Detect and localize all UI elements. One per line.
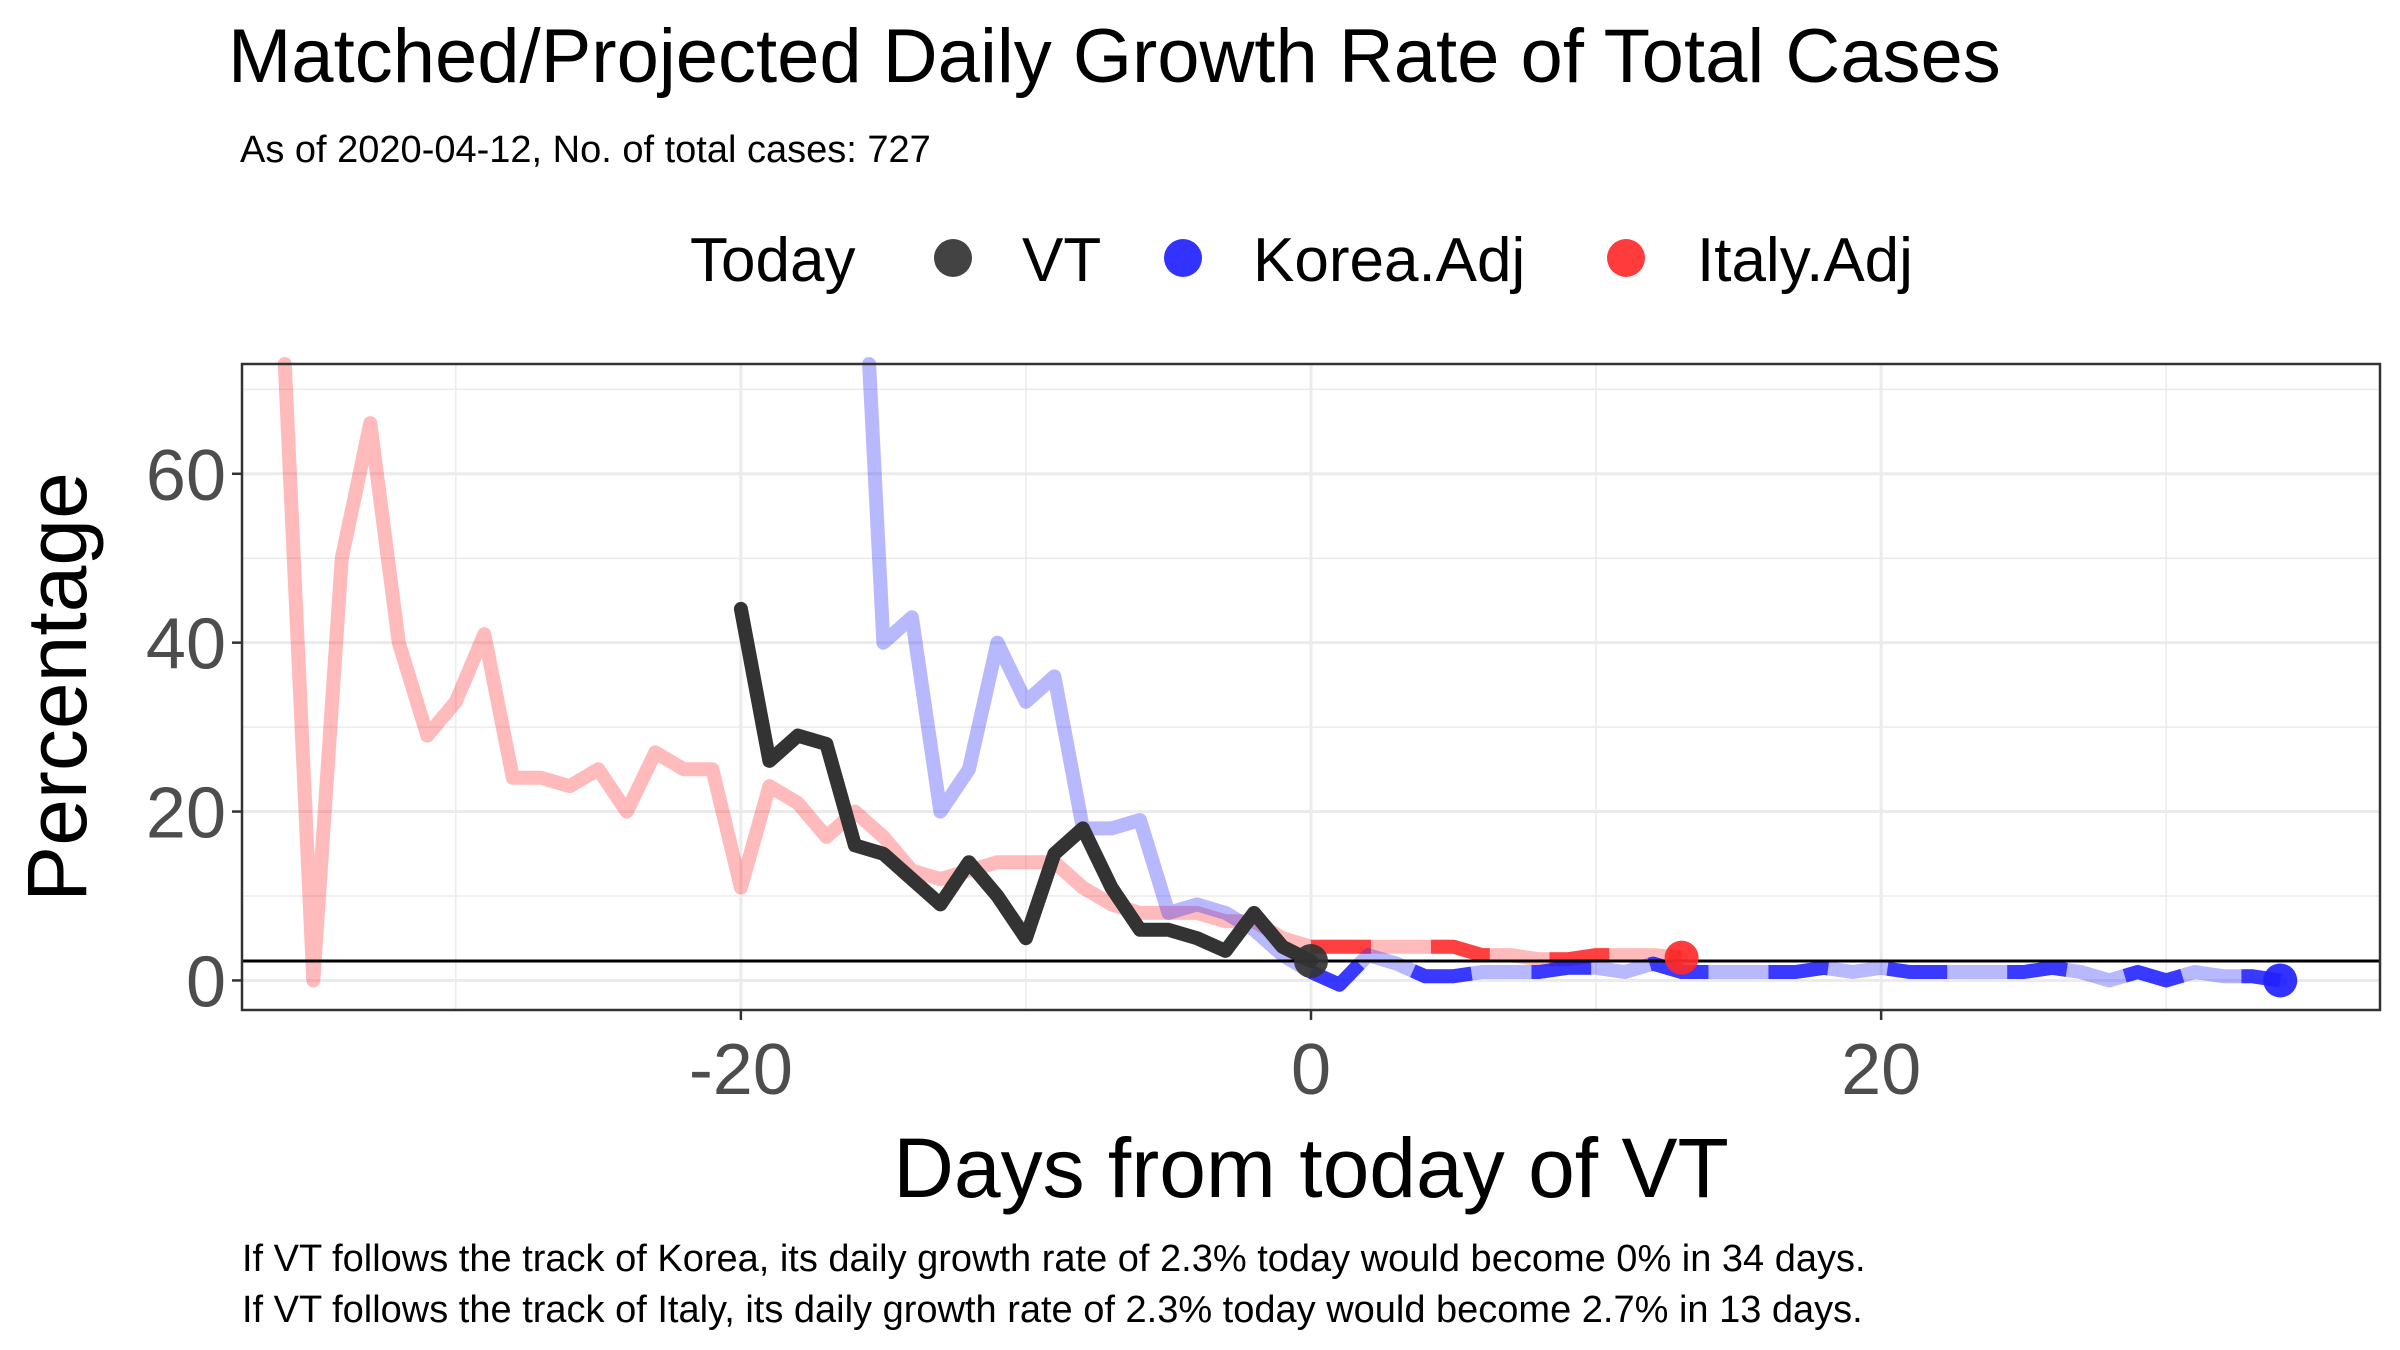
y-tick-label: 40 xyxy=(146,605,226,685)
y-axis-ticks: 0 20 40 60 xyxy=(146,436,242,1022)
today-marker-korea-adj xyxy=(2263,963,2298,998)
legend: Today VT Korea.Adj Italy.Adj xyxy=(690,226,1913,295)
chart-title: Matched/Projected Daily Growth Rate of T… xyxy=(228,14,2001,99)
legend-entries: VT Korea.Adj Italy.Adj xyxy=(934,226,1913,295)
chart-subtitle: As of 2020-04-12, No. of total cases: 72… xyxy=(240,129,931,171)
x-tick-label: 0 xyxy=(1291,1030,1331,1110)
today-marker-italy-adj xyxy=(1664,940,1699,975)
x-tick-label: -20 xyxy=(689,1030,793,1110)
y-tick-label: 60 xyxy=(146,436,226,516)
today-markers xyxy=(1294,940,2298,998)
x-axis-title: Days from today of VT xyxy=(893,1121,1729,1215)
legend-label-italy-adj: Italy.Adj xyxy=(1697,226,1913,295)
today-marker-vt xyxy=(1294,944,1328,979)
x-tick-label: 20 xyxy=(1841,1030,1921,1110)
series-layer xyxy=(277,357,2288,992)
projection-line-korea-adj xyxy=(1308,948,2282,992)
legend-key-italy-adj xyxy=(1607,239,1645,277)
legend-key-vt xyxy=(934,239,972,277)
legend-label-vt: VT xyxy=(1022,226,1101,295)
legend-label-korea-adj: Korea.Adj xyxy=(1253,226,1525,295)
caption-korea: If VT follows the track of Korea, its da… xyxy=(242,1238,1866,1280)
legend-title: Today xyxy=(690,226,855,295)
x-axis-ticks: -20 0 20 xyxy=(689,1010,1921,1110)
y-tick-label: 0 xyxy=(186,942,226,1022)
series-line-vt xyxy=(733,601,1318,968)
legend-key-korea-adj xyxy=(1164,239,1202,277)
plot-panel xyxy=(240,357,2382,1012)
y-axis-title: Percentage xyxy=(10,472,104,902)
grid xyxy=(242,364,2380,1010)
caption-italy: If VT follows the track of Italy, its da… xyxy=(242,1289,1863,1331)
y-tick-label: 20 xyxy=(146,774,226,854)
